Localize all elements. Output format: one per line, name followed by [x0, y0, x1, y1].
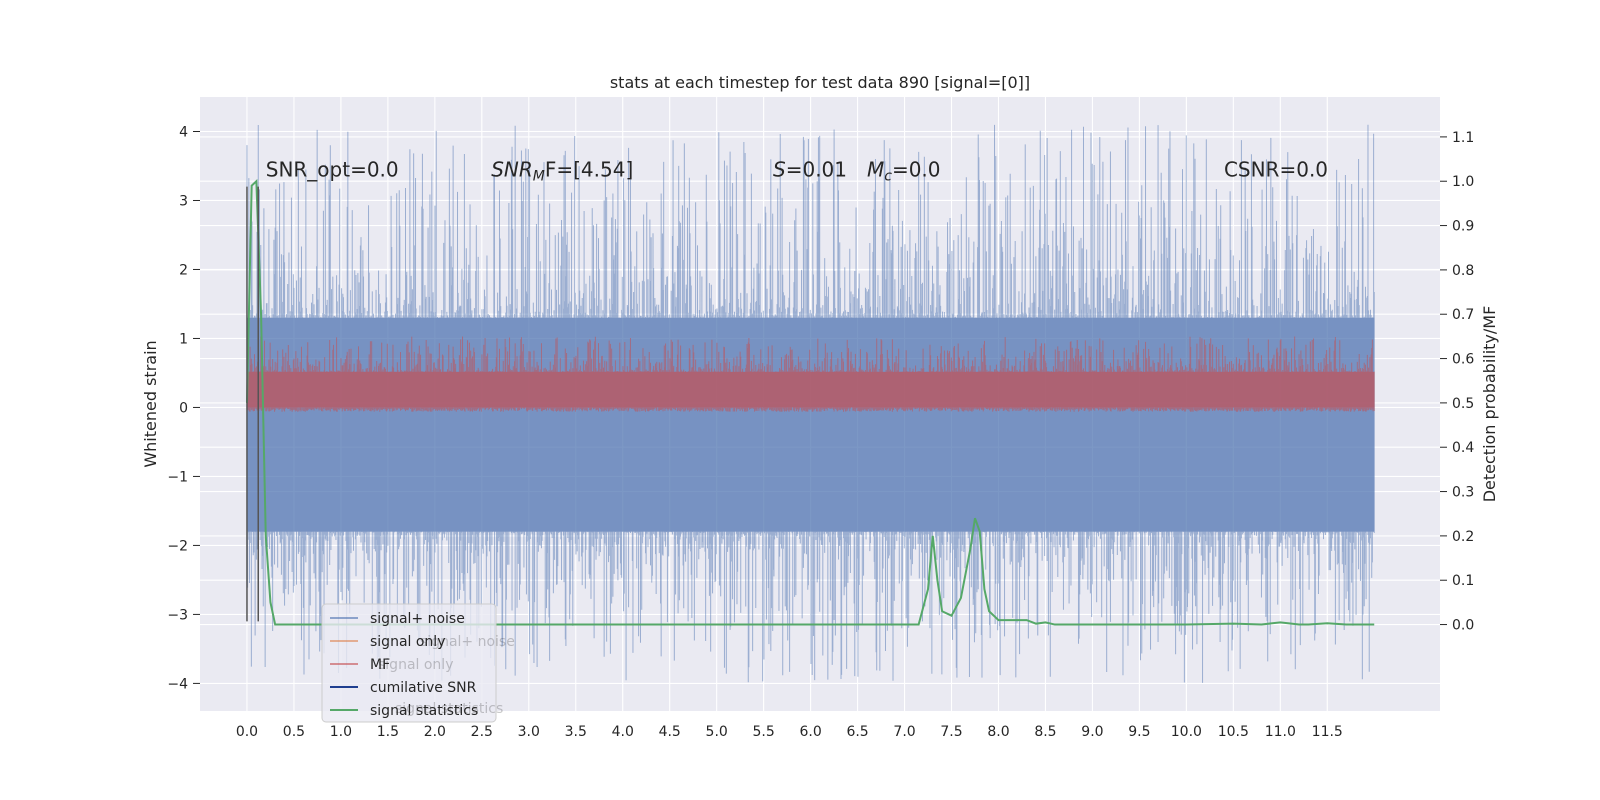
legend-label: signal+ noise — [370, 611, 465, 627]
y2-tick-label: 0.3 — [1452, 485, 1474, 501]
y2-tick-label: 0.8 — [1452, 263, 1474, 279]
x-tick-label: 7.0 — [893, 724, 915, 740]
legend-label: MF — [370, 657, 390, 673]
x-tick-label: 3.5 — [565, 724, 587, 740]
y2-tick-label: 0.0 — [1452, 618, 1474, 634]
y2-tick-label: 0.1 — [1452, 573, 1474, 589]
legend-ghost-label: signal only — [378, 657, 453, 673]
x-tick-label: 0.5 — [283, 724, 305, 740]
y-axis-label: Whitened strain — [141, 340, 160, 467]
x-tick-label: 5.5 — [753, 724, 775, 740]
annotations: SNR_opt=0.0 SNRMF=[4.54] S=0.01 Mc=0.0 CSNR=… — [266, 157, 1328, 184]
series-band-signal-noise — [246, 317, 1375, 532]
annotation-text: Mc=0.0 — [867, 157, 941, 184]
x-tick-label: 10.0 — [1171, 724, 1202, 740]
y2-axis-label: Detection probability/MF — [1480, 306, 1499, 503]
annotation-text: CSNR=0.0 — [1224, 157, 1328, 181]
annotation-text: S=0.01 — [773, 157, 847, 181]
y-tick-label: −1 — [167, 469, 188, 485]
y2-tick-label: 0.9 — [1452, 219, 1474, 235]
x-tick-label: 11.0 — [1265, 724, 1296, 740]
series-signal-statistics — [245, 178, 1375, 626]
x-tick-label: 2.5 — [471, 724, 493, 740]
x-tick-label: 4.5 — [659, 724, 681, 740]
y-tick-label: 0 — [179, 400, 188, 416]
y-tick-label: 4 — [179, 124, 188, 140]
series-layer — [245, 124, 1375, 683]
x-tick-label: 9.0 — [1081, 724, 1103, 740]
x-tick-label: 8.5 — [1034, 724, 1056, 740]
y-tick-label: 3 — [179, 193, 188, 209]
y-tick-label: 1 — [179, 331, 188, 347]
x-tick-label: 6.0 — [799, 724, 821, 740]
x-tick-label: 3.0 — [518, 724, 540, 740]
legend-label: signal only — [370, 634, 445, 650]
y2-tick-label: 0.4 — [1452, 440, 1474, 456]
x-tick-label: 4.0 — [612, 724, 634, 740]
x-tick-label: 6.5 — [846, 724, 868, 740]
y2-tick-label: 0.5 — [1452, 396, 1474, 412]
x-tick-label: 10.5 — [1218, 724, 1249, 740]
series-band-mf — [246, 371, 1375, 408]
x-tick-label: 1.0 — [330, 724, 352, 740]
x-tick-label: 1.5 — [377, 724, 399, 740]
x-tick-label: 8.0 — [987, 724, 1009, 740]
y2-tick-label: 1.1 — [1452, 130, 1474, 146]
x-tick-label: 7.5 — [940, 724, 962, 740]
x-tick-label: 9.5 — [1128, 724, 1150, 740]
y2-tick-label: 0.7 — [1452, 307, 1474, 323]
x-tick-label: 2.0 — [424, 724, 446, 740]
legend-label: cumilative SNR — [370, 680, 477, 696]
chart-title: stats at each timestep for test data 890… — [610, 73, 1030, 92]
annotation-text: SNRMF=[4.54] — [491, 157, 633, 184]
axis-ticks: 0.0 0.5 1.0 1.5 2.0 2.5 3.0 3.5 4.0 4.5 5.0 5.5 6.0 6… — [167, 124, 1474, 740]
y2-tick-label: 1.0 — [1452, 174, 1474, 190]
y-tick-label: −3 — [167, 607, 188, 623]
y2-tick-label: 0.2 — [1452, 529, 1474, 545]
x-tick-label: 11.5 — [1312, 724, 1343, 740]
y-tick-label: −2 — [167, 538, 188, 554]
annotation-text: SNR_opt=0.0 — [266, 157, 399, 181]
y2-tick-label: 0.6 — [1452, 352, 1474, 368]
legend-ghost-label: signal+ noise — [420, 634, 515, 650]
legend-box — [321, 603, 497, 723]
legend-label: signal statistics — [370, 703, 478, 719]
y-tick-label: −4 — [167, 676, 188, 692]
x-tick-label: 0.0 — [236, 724, 258, 740]
y-tick-label: 2 — [179, 262, 188, 278]
legend-ghost-label: signal statistics — [395, 701, 503, 717]
x-tick-label: 5.0 — [706, 724, 728, 740]
